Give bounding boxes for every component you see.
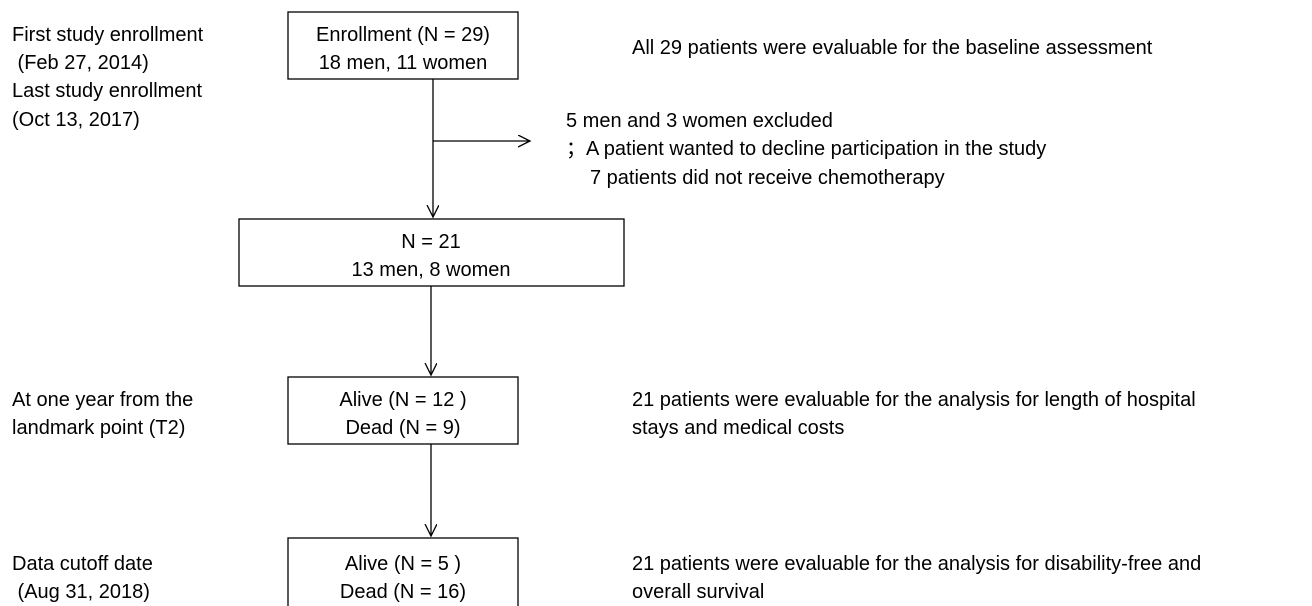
node-text: Dead (N = 9) <box>345 417 460 439</box>
stage-label: (Oct 13, 2017) <box>12 109 140 131</box>
note-text: overall survival <box>632 581 764 603</box>
stage-label: Data cutoff date <box>12 553 153 575</box>
node-text: 13 men, 8 women <box>352 259 511 281</box>
node-box <box>238 218 625 287</box>
note-text: 21 patients were evaluable for the analy… <box>632 389 1196 411</box>
stage-label: First study enrollment <box>12 24 204 46</box>
stage-label: (Feb 27, 2014) <box>12 52 149 74</box>
note-text: 21 patients were evaluable for the analy… <box>632 553 1201 575</box>
node-text: N = 21 <box>401 231 460 253</box>
node-text: Dead (N = 16) <box>340 581 466 603</box>
note-text: stays and medical costs <box>632 417 844 439</box>
node-text: Enrollment (N = 29) <box>316 24 490 46</box>
exclusion-text: 5 men and 3 women excluded <box>566 110 833 132</box>
node-text: 18 men, 11 women <box>319 52 488 74</box>
stage-label: landmark point (T2) <box>12 417 185 439</box>
node-box <box>287 11 519 80</box>
node-box <box>287 376 519 445</box>
exclusion-text: ；A patient wanted to decline participati… <box>566 138 1046 160</box>
stage-label: (Aug 31, 2018) <box>12 581 150 603</box>
node-text: Alive (N = 12 ) <box>339 389 466 411</box>
stage-label: At one year from the <box>12 389 193 411</box>
node-box <box>287 537 519 606</box>
exclusion-text: 7 patients did not receive chemotherapy <box>590 167 945 189</box>
note-text: All 29 patients were evaluable for the b… <box>632 37 1153 59</box>
node-text: Alive (N = 5 ) <box>345 553 461 575</box>
stage-label: Last study enrollment <box>12 80 203 102</box>
